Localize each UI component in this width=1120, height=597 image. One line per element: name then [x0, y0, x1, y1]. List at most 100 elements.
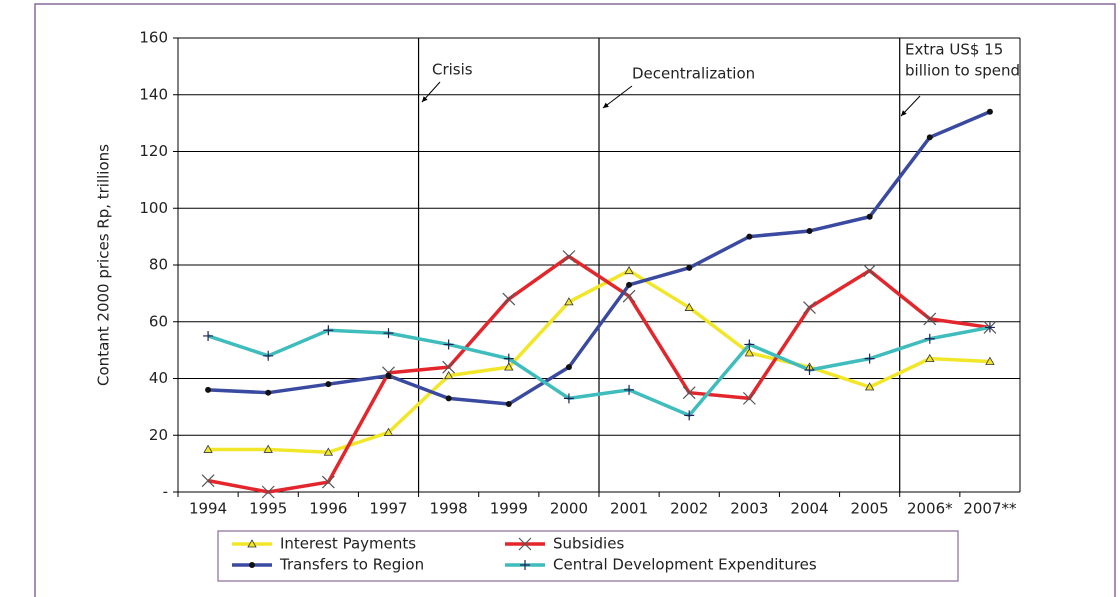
- y-tick-label: 160: [139, 29, 168, 47]
- legend-label: Subsidies: [553, 535, 624, 553]
- marker: [626, 281, 633, 288]
- x-tick-label: 2000: [550, 500, 588, 518]
- marker: [744, 339, 755, 350]
- marker: [864, 353, 875, 364]
- marker: [624, 384, 635, 395]
- series-line: [207, 325, 991, 418]
- legend-label: Transfers to Region: [279, 556, 424, 574]
- marker: [383, 328, 394, 339]
- marker: [564, 297, 574, 306]
- marker: [622, 289, 636, 303]
- marker: [383, 427, 394, 436]
- marker: [201, 474, 215, 488]
- annotation: billion to spend: [905, 62, 1020, 80]
- marker: [746, 233, 753, 240]
- marker: [686, 264, 693, 271]
- y-tick-label: 80: [149, 256, 168, 274]
- x-tick-label: 2001: [610, 500, 648, 518]
- x-tick-label: 1996: [309, 500, 347, 518]
- marker: [684, 410, 695, 421]
- marker: [863, 264, 877, 278]
- y-axis-label: Contant 2000 prices Rp, trillions: [95, 144, 113, 386]
- x-tick-label: 2003: [730, 500, 768, 518]
- annotation: Crisis: [432, 61, 473, 79]
- series-line: [207, 110, 991, 406]
- marker: [864, 382, 875, 391]
- x-tick-label: 1995: [249, 500, 287, 518]
- marker: [684, 302, 694, 311]
- marker: [803, 301, 816, 314]
- y-tick-label: 100: [139, 199, 168, 217]
- marker: [265, 389, 272, 396]
- annotation: Extra US$ 15: [905, 41, 1003, 59]
- marker: [503, 353, 514, 364]
- marker: [624, 265, 634, 275]
- y-tick-label: 40: [149, 369, 168, 387]
- marker: [203, 330, 214, 341]
- marker: [443, 339, 454, 350]
- marker: [806, 227, 813, 234]
- marker: [323, 325, 334, 336]
- marker: [504, 362, 514, 371]
- marker: [984, 322, 995, 333]
- frame: [34, 3, 1116, 597]
- x-tick-label: 1994: [189, 500, 227, 518]
- marker: [923, 312, 937, 326]
- marker: [985, 356, 995, 365]
- y-tick-label: 120: [139, 142, 168, 160]
- marker: [520, 560, 530, 570]
- marker: [325, 381, 332, 388]
- marker: [323, 447, 334, 456]
- legend: [217, 530, 959, 582]
- x-tick-label: 2002: [670, 500, 708, 518]
- marker: [926, 134, 933, 141]
- marker: [247, 539, 257, 548]
- y-tick-label: 140: [139, 85, 168, 103]
- marker: [263, 350, 274, 361]
- x-tick-label: 2006*: [907, 500, 953, 518]
- marker: [744, 348, 755, 357]
- marker: [443, 370, 454, 380]
- series-line: [207, 254, 991, 494]
- annotation: Decentralization: [632, 65, 755, 83]
- marker: [742, 391, 756, 405]
- x-tick-label: 2005: [851, 500, 889, 518]
- annotation-arrow: [602, 85, 633, 109]
- marker: [261, 485, 275, 499]
- x-tick-label: 2007**: [963, 500, 1017, 518]
- y-tick-label: 60: [149, 312, 168, 330]
- marker: [502, 292, 516, 306]
- x-tick-label: 2004: [790, 500, 828, 518]
- marker: [866, 213, 873, 220]
- arrow-head: [603, 102, 609, 108]
- marker: [205, 386, 212, 393]
- marker: [505, 401, 512, 408]
- y-tick-label: 20: [149, 426, 168, 444]
- y-tick-label: -: [163, 483, 168, 501]
- x-tick-label: 1998: [430, 500, 468, 518]
- x-tick-label: 1997: [369, 500, 407, 518]
- marker: [385, 372, 392, 379]
- marker: [321, 475, 335, 489]
- marker: [986, 108, 993, 115]
- marker: [442, 360, 456, 374]
- arrow-head: [901, 110, 907, 116]
- marker: [924, 333, 935, 344]
- marker: [925, 353, 935, 363]
- arrow-head: [422, 96, 428, 102]
- marker: [565, 364, 572, 371]
- marker: [203, 444, 213, 453]
- legend-label: Interest Payments: [280, 535, 416, 553]
- marker: [563, 393, 574, 404]
- series-line: [208, 268, 991, 455]
- legend-label: Central Development Expenditures: [553, 556, 817, 574]
- marker: [682, 386, 696, 400]
- marker: [445, 395, 452, 402]
- x-tick-label: 1999: [490, 500, 528, 518]
- marker: [804, 364, 815, 375]
- marker: [263, 444, 273, 453]
- marker: [249, 562, 255, 568]
- marker: [518, 537, 532, 551]
- marker: [562, 250, 576, 263]
